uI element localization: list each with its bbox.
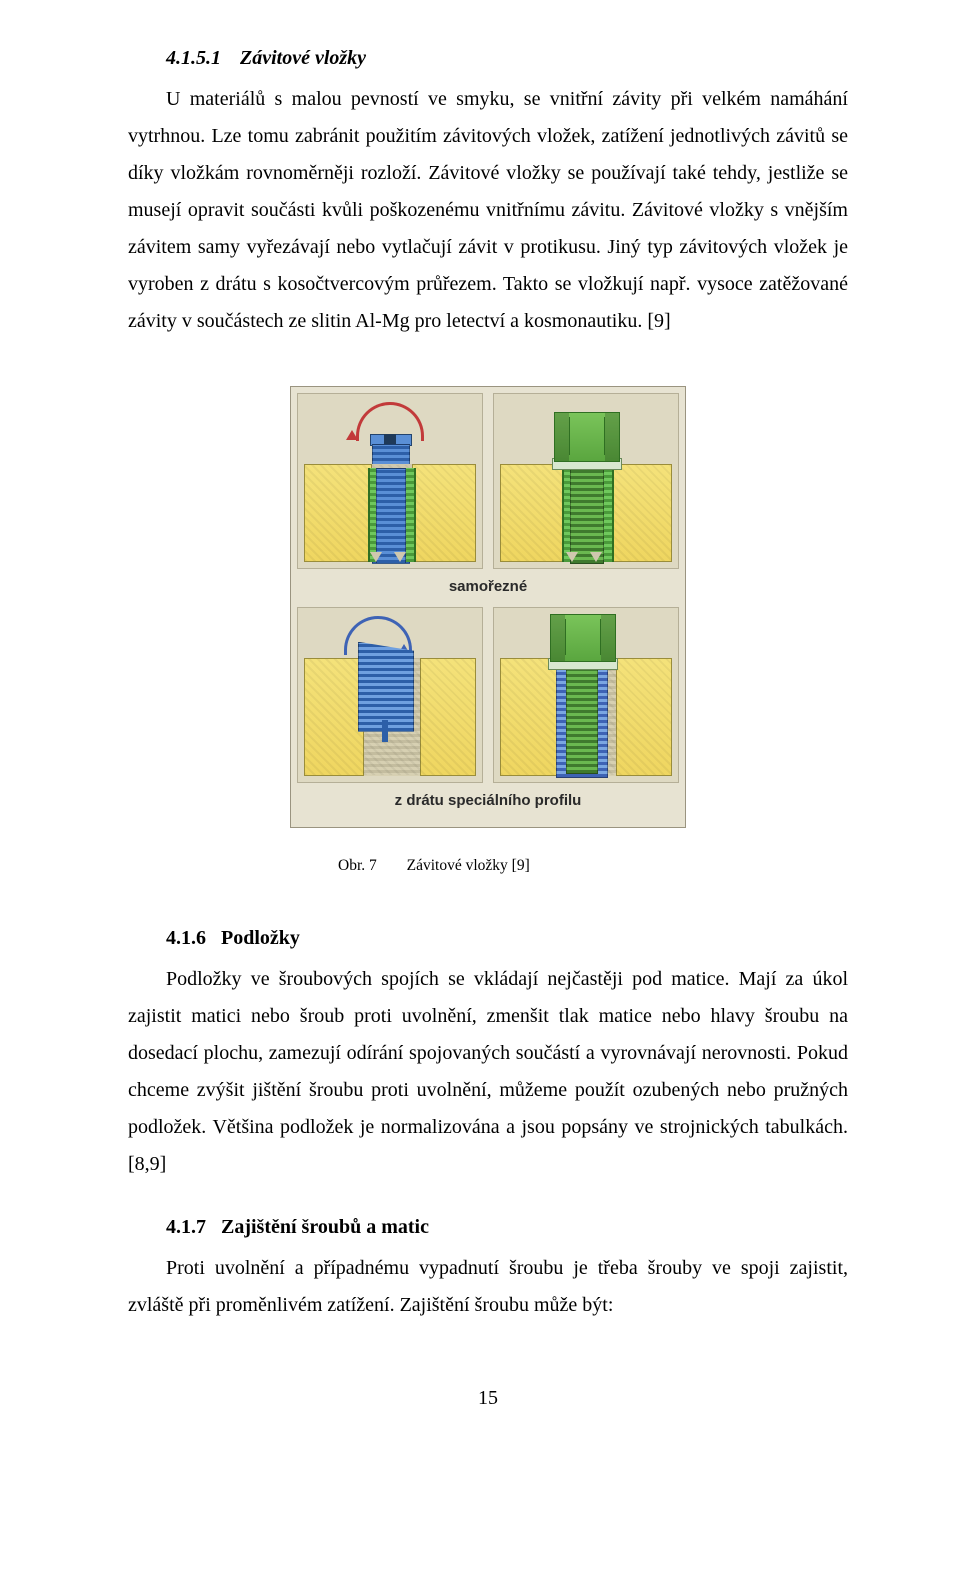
heading-number: 4.1.5.1 (166, 47, 221, 69)
caption-number: Obr. 7 (338, 857, 377, 874)
page-number: 15 (128, 1380, 848, 1417)
bolt-thread (566, 656, 598, 774)
heading-4-1-5-1: 4.1.5.1 Závitové vložky (166, 40, 848, 77)
bolt-head (554, 412, 620, 462)
figure-cell-2 (493, 393, 679, 569)
bolt-head (550, 614, 616, 662)
arrow-icon (346, 430, 358, 440)
heading-4-1-7: 4.1.7 Zajištění šroubů a matic (166, 1209, 848, 1246)
heading-4-1-6: 4.1.6 Podložky (166, 920, 848, 957)
figure-row-top (297, 393, 679, 569)
caption-text: Závitové vložky [9] (407, 857, 530, 874)
figure-caption: Obr. 7 Závitové vložky [9] (338, 852, 848, 881)
figure-cell-4 (493, 607, 679, 783)
figure-row-bottom (297, 607, 679, 783)
figure-label-bottom: z drátu speciálního profilu (297, 783, 679, 821)
screw-thread-over (376, 468, 406, 564)
paragraph-inserts: U materiálů s malou pevností ve smyku, s… (128, 81, 848, 340)
paragraph-locking: Proti uvolnění a případnému vypadnutí šr… (128, 1250, 848, 1324)
screw-slot-gap (384, 434, 396, 444)
install-tang (382, 720, 388, 742)
figure-thread-inserts: samořezné (290, 386, 686, 828)
heading-title: Zajištění šroubů a matic (221, 1216, 429, 1238)
heading-title: Podložky (221, 927, 300, 949)
paragraph-washers: Podložky ve šroubových spojích se vkláda… (128, 961, 848, 1183)
heading-number: 4.1.7 (166, 1216, 206, 1238)
figure-label-top: samořezné (297, 569, 679, 607)
figure-cell-1 (297, 393, 483, 569)
cut-notch-icon (566, 552, 578, 562)
cut-notch-icon (370, 552, 382, 562)
heading-number: 4.1.6 (166, 927, 206, 949)
cut-notch-icon (394, 552, 406, 562)
cut-notch-icon (590, 552, 602, 562)
wire-coil-insert (358, 642, 414, 732)
heading-title: Závitové vložky (240, 47, 366, 69)
page-root: 4.1.5.1 Závitové vložky U materiálů s ma… (0, 0, 960, 1457)
figure-cell-3 (297, 607, 483, 783)
